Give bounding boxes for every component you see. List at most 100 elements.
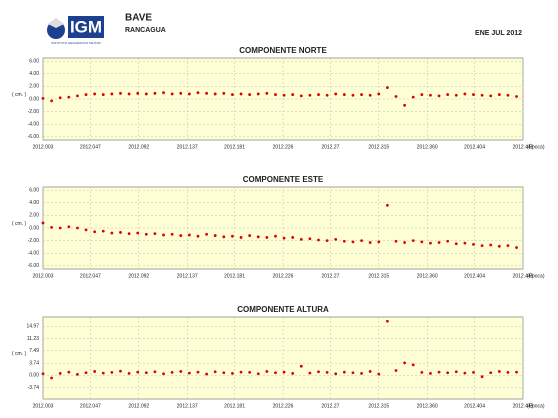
data-point — [497, 370, 501, 373]
x-tick-label: 2012.047 — [80, 403, 101, 409]
data-point — [411, 239, 415, 243]
x-tick-label: 2012.003 — [33, 273, 54, 279]
data-point — [205, 91, 208, 95]
y-tick-label: 3.74 — [29, 360, 39, 366]
data-point — [282, 370, 286, 374]
data-point — [342, 370, 346, 374]
x-tick-label: 2012.181 — [224, 403, 245, 409]
data-point — [308, 371, 312, 375]
y-tick-label: -4.00 — [28, 251, 40, 257]
x-tick-label: 2012.003 — [33, 144, 54, 150]
data-point — [360, 239, 363, 243]
data-point — [76, 373, 79, 376]
x-tick-label: 2012.404 — [464, 144, 485, 150]
x-tick-label: 2012.092 — [128, 403, 149, 409]
data-point — [385, 86, 389, 90]
data-point — [84, 371, 88, 375]
x-tick-label: 2012.449 — [513, 144, 534, 150]
data-point — [403, 241, 407, 244]
data-point — [377, 240, 381, 244]
y-axis-label: ( cm. ) — [12, 221, 26, 227]
data-point — [222, 235, 226, 239]
data-point — [239, 370, 243, 374]
logo-text: IGM — [70, 17, 102, 36]
data-point — [265, 91, 269, 95]
data-point — [196, 91, 200, 95]
data-point — [119, 91, 122, 95]
x-tick-label: 2012.27 — [321, 144, 339, 150]
data-point — [187, 92, 191, 96]
data-point — [50, 376, 54, 380]
data-point — [334, 92, 338, 96]
y-tick-label: 0.00 — [29, 96, 39, 102]
data-point — [411, 95, 415, 99]
logo-wings — [48, 18, 64, 28]
x-tick-label: 2012.137 — [177, 403, 198, 409]
x-tick-label: 2012.449 — [513, 403, 534, 409]
data-point — [58, 96, 62, 100]
data-point — [41, 96, 45, 100]
city: RANCAGUA — [125, 27, 166, 34]
data-point — [162, 372, 165, 376]
data-point — [256, 92, 260, 96]
data-point — [446, 93, 450, 96]
x-tick-label: 2012.003 — [33, 403, 54, 409]
data-point — [119, 369, 122, 373]
data-point — [239, 236, 243, 239]
data-point — [385, 203, 389, 207]
data-point — [429, 241, 432, 245]
data-point — [334, 372, 338, 376]
data-point — [480, 244, 484, 248]
data-point — [437, 241, 441, 244]
data-point — [76, 94, 79, 98]
y-tick-label: -2.00 — [28, 238, 40, 244]
data-point — [463, 371, 467, 375]
data-point — [67, 225, 71, 229]
logo-box — [68, 16, 104, 38]
x-tick-label: 2012.360 — [417, 273, 438, 279]
data-point — [291, 372, 295, 375]
data-point — [394, 95, 398, 98]
data-point — [506, 371, 510, 374]
data-point — [93, 92, 97, 96]
x-axis-label: (Época) — [527, 272, 545, 279]
data-point — [317, 370, 320, 374]
data-point — [282, 93, 286, 97]
data-point — [136, 370, 140, 374]
data-point — [274, 234, 277, 238]
data-point — [136, 91, 140, 95]
data-point — [101, 229, 105, 233]
data-point — [239, 92, 243, 96]
data-point — [93, 230, 97, 234]
data-point — [179, 370, 183, 373]
data-point — [515, 246, 518, 249]
data-point — [144, 232, 148, 236]
chart-title: COMPONENTE ALTURA — [237, 305, 329, 314]
y-tick-label: 2.00 — [29, 84, 39, 90]
data-point — [515, 370, 518, 374]
y-tick-label: -6.00 — [28, 134, 40, 140]
x-tick-label: 2012.226 — [273, 403, 294, 409]
y-tick-label: 4.00 — [29, 71, 39, 77]
x-tick-label: 2012.137 — [177, 273, 198, 279]
y-tick-label: -4.00 — [28, 122, 40, 128]
y-tick-label: 6.00 — [29, 187, 39, 193]
data-point — [351, 371, 355, 375]
data-point — [377, 372, 381, 376]
x-tick-label: 2012.226 — [273, 273, 294, 279]
data-point — [506, 93, 510, 97]
y-axis-label: ( cm. ) — [12, 351, 26, 357]
data-point — [446, 239, 450, 243]
data-point — [394, 239, 398, 243]
data-point — [472, 243, 475, 246]
data-point — [127, 232, 131, 236]
data-point — [368, 93, 372, 97]
data-point — [231, 234, 234, 238]
data-point — [291, 236, 295, 239]
x-tick-label: 2012.092 — [128, 273, 149, 279]
data-point — [119, 231, 122, 234]
y-tick-label: 6.00 — [29, 58, 39, 64]
data-point — [437, 370, 441, 374]
logo: IGM INSTITUTO GEOGRAFICO MILITAR — [47, 16, 104, 45]
